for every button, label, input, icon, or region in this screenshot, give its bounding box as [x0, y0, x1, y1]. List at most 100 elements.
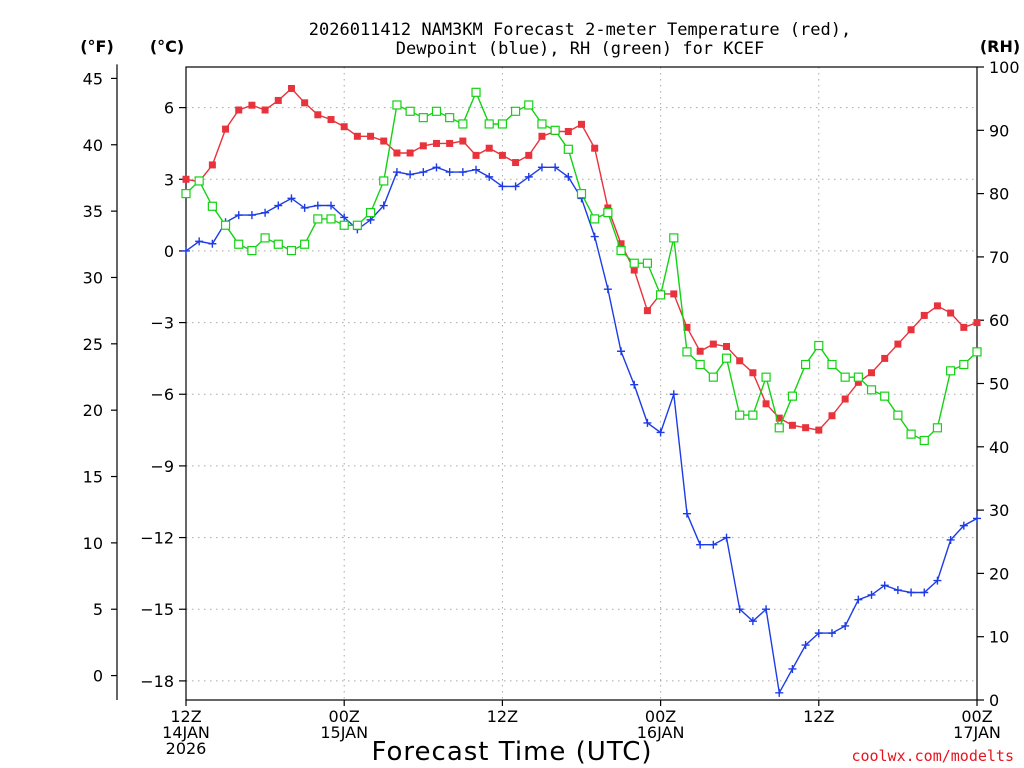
dewpoint-point	[827, 629, 836, 638]
rh-point	[972, 347, 982, 357]
dewpoint-point	[485, 172, 494, 181]
rh-point	[471, 87, 481, 97]
dewpoint-point	[195, 237, 204, 246]
dewpoint-point	[392, 168, 401, 177]
temperature-point	[894, 340, 902, 348]
celsius-tick-label: −9	[150, 457, 174, 476]
temperature-point	[920, 311, 928, 319]
temperature-point	[723, 342, 731, 350]
temperature-point	[841, 395, 849, 403]
temperature-point	[775, 414, 783, 422]
fahrenheit-tick-label: 10	[83, 534, 103, 553]
rh-unit-label: (RH)	[980, 37, 1020, 56]
dewpoint-point	[959, 521, 968, 530]
temperature-point	[828, 412, 836, 420]
dewpoint-point	[524, 172, 533, 181]
x-tick-label: 12Z	[170, 707, 201, 726]
rh-point	[774, 423, 784, 433]
rh-point	[510, 106, 521, 116]
temperature-point	[802, 424, 810, 432]
dewpoint-point	[682, 509, 691, 518]
temperature-point	[248, 101, 256, 109]
temperature-point	[643, 307, 651, 315]
temperature-markers	[182, 84, 981, 434]
rh-point	[405, 106, 415, 116]
celsius-tick-label: 3	[164, 170, 174, 189]
rh-point	[550, 125, 560, 135]
rh-tick-label: 40	[989, 438, 1009, 457]
dewpoint-point	[432, 163, 441, 172]
temperature-point	[485, 144, 493, 152]
temperature-point	[683, 323, 691, 331]
temperature-point	[947, 309, 955, 317]
temperature-point	[736, 357, 744, 365]
celsius-tick-label: −6	[150, 385, 174, 404]
dewpoint-point	[893, 586, 902, 595]
dewpoint-point	[696, 540, 705, 549]
rh-point	[313, 214, 323, 224]
fahrenheit-unit-label: (°F)	[80, 37, 114, 56]
dewpoint-point	[511, 182, 520, 191]
fahrenheit-tick-label: 0	[93, 667, 103, 686]
rh-point	[392, 100, 402, 110]
dewpoint-point	[406, 170, 415, 179]
rh-point	[207, 201, 217, 211]
temperature-point	[353, 132, 361, 140]
rh-point	[352, 220, 362, 230]
rh-point	[721, 353, 732, 363]
rh-point	[893, 410, 903, 420]
temperature-point	[367, 132, 375, 140]
temperature-point	[815, 426, 823, 434]
dewpoint-point	[946, 535, 955, 544]
fahrenheit-tick-label: 35	[83, 202, 103, 221]
dewpoint-point	[841, 621, 850, 630]
rh-point	[801, 359, 811, 370]
rh-markers	[181, 87, 982, 446]
rh-tick-label: 30	[989, 501, 1009, 520]
rh-point	[932, 423, 943, 433]
chart-title-line1: 2026011412 NAM3KM Forecast 2-meter Tempe…	[309, 20, 851, 40]
celsius-tick-label: 6	[164, 99, 174, 118]
rh-point	[906, 429, 916, 439]
rh-point	[194, 176, 204, 186]
dewpoint-point	[458, 168, 467, 177]
rh-tick-label: 70	[989, 248, 1009, 267]
axes: 630−3−6−9−12−15−184540353025201510500102…	[83, 58, 1020, 758]
credit-text: coolwx.com/modelts	[851, 747, 1014, 765]
rh-point	[234, 239, 244, 249]
rh-point	[919, 435, 929, 446]
rh-point	[616, 245, 626, 256]
dewpoint-point	[788, 664, 797, 673]
x-tick-label: 14JAN	[162, 723, 210, 742]
dewpoint-point	[234, 211, 243, 220]
celsius-tick-label: 0	[164, 242, 174, 261]
x-tick-label: 15JAN	[320, 723, 368, 742]
temperature-point	[274, 96, 282, 104]
temperature-point	[380, 137, 388, 145]
celsius-tick-label: −15	[140, 600, 174, 619]
dewpoint-point	[287, 194, 296, 203]
rh-point	[840, 372, 850, 382]
temperature-point	[854, 378, 862, 386]
dewpoint-point	[722, 533, 731, 542]
rh-point	[563, 144, 573, 154]
temperature-point	[933, 302, 941, 310]
celsius-tick-label: −3	[150, 314, 174, 333]
fahrenheit-tick-label: 25	[83, 335, 103, 354]
dewpoint-point	[537, 163, 546, 172]
dewpoint-point	[880, 581, 889, 590]
dewpoint-point	[617, 347, 626, 356]
temperature-point	[709, 340, 717, 348]
rh-point	[748, 410, 758, 420]
rh-point	[524, 100, 534, 110]
dewpoint-point	[814, 629, 823, 638]
temperature-point	[446, 139, 454, 147]
dewpoint-point	[327, 201, 336, 210]
dewpoint-point	[669, 390, 678, 399]
rh-tick-label: 90	[989, 121, 1009, 140]
temperature-point	[261, 106, 269, 114]
fahrenheit-tick-label: 40	[83, 136, 103, 155]
rh-point	[827, 359, 837, 370]
rh-point	[695, 359, 705, 370]
